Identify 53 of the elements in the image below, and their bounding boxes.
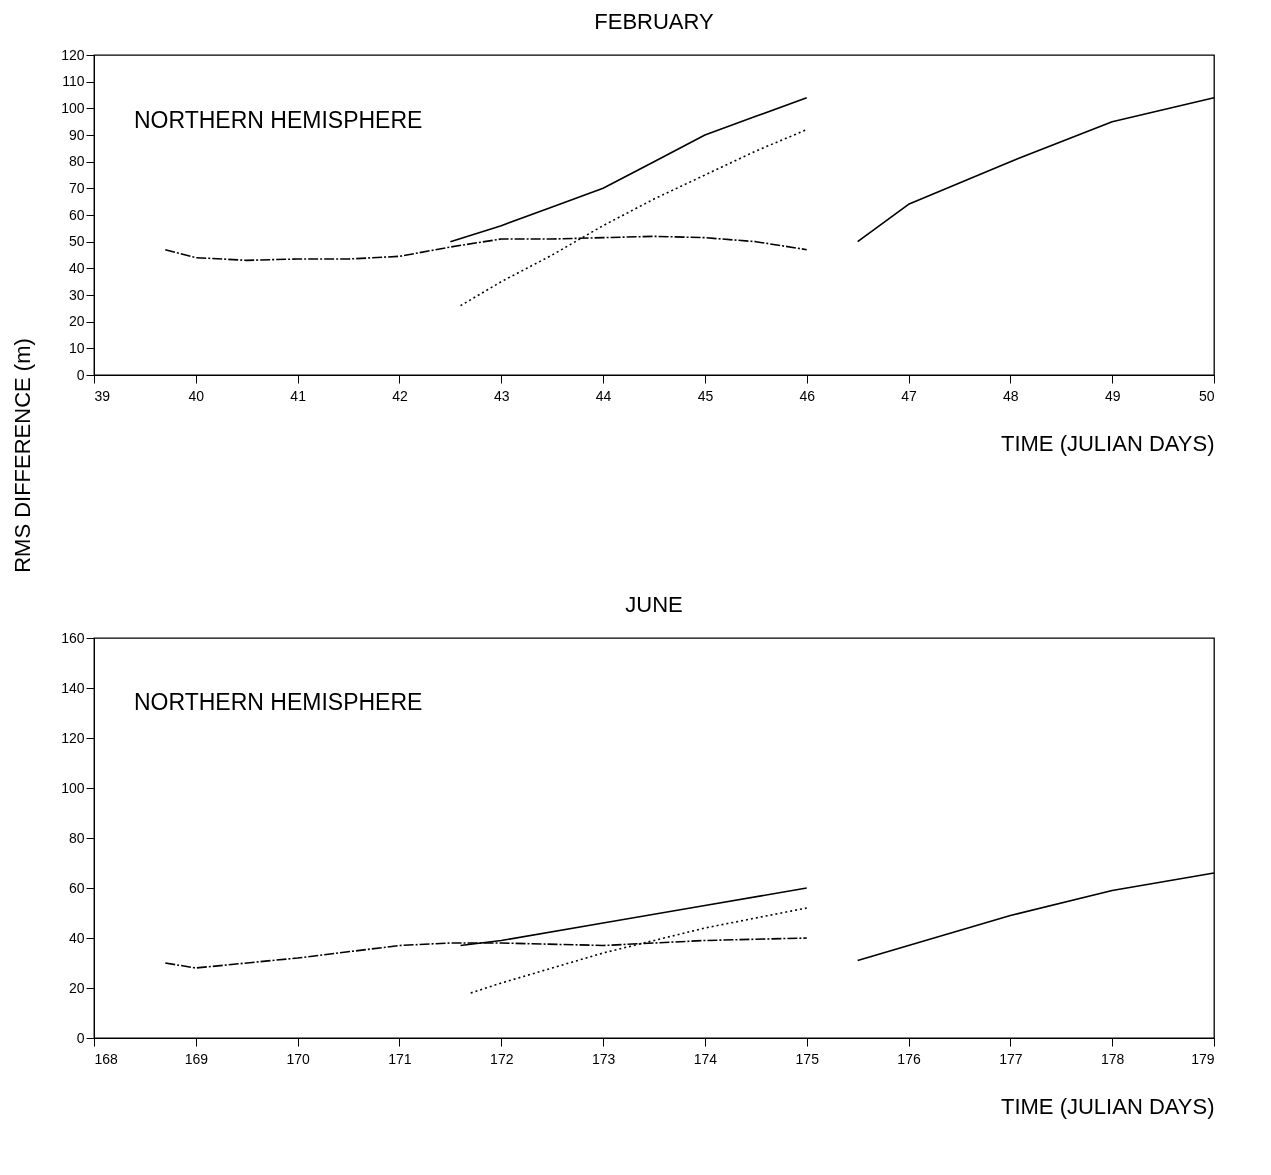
x-tick-label: 169 bbox=[184, 1050, 209, 1067]
x-tick-label: 178 bbox=[1101, 1050, 1125, 1067]
y-tick-label: 120 bbox=[61, 729, 85, 746]
y-tick-label: 0 bbox=[76, 1029, 85, 1046]
x-tick-label: 41 bbox=[290, 387, 307, 404]
y-tick-label: 120 bbox=[61, 46, 85, 63]
y-tick-label: 70 bbox=[68, 179, 85, 196]
x-tick-label: 168 bbox=[94, 1050, 119, 1067]
y-tick-label: 60 bbox=[68, 879, 85, 896]
y-tick-label: 0 bbox=[76, 366, 85, 383]
x-tick-label: 48 bbox=[1003, 387, 1019, 404]
x-tick-label: 47 bbox=[901, 387, 918, 404]
y-tick-label: 40 bbox=[68, 259, 85, 276]
x-tick-label: 43 bbox=[493, 387, 510, 404]
y-tick-label: 100 bbox=[61, 779, 85, 796]
annotation: NORTHERN HEMISPHERE bbox=[134, 689, 423, 715]
y-tick-label: 60 bbox=[68, 206, 85, 223]
x-axis-title: TIME (JULIAN DAYS) bbox=[1000, 1093, 1215, 1119]
x-tick-label: 179 bbox=[1191, 1050, 1215, 1067]
y-tick-label: 80 bbox=[68, 829, 85, 846]
y-tick-label: 50 bbox=[68, 233, 85, 250]
chart-title: JUNE bbox=[625, 592, 683, 617]
x-tick-label: 40 bbox=[188, 387, 205, 404]
x-tick-label: 46 bbox=[799, 387, 816, 404]
y-tick-label: 20 bbox=[68, 313, 85, 330]
y-tick-label: 30 bbox=[68, 286, 85, 303]
y-tick-label: 140 bbox=[61, 679, 85, 696]
x-tick-label: 173 bbox=[591, 1050, 616, 1067]
x-tick-label: 50 bbox=[1198, 387, 1215, 404]
y-tick-label: 100 bbox=[61, 99, 85, 116]
x-tick-label: 175 bbox=[795, 1050, 820, 1067]
x-tick-label: 176 bbox=[897, 1050, 921, 1067]
annotation: NORTHERN HEMISPHERE bbox=[134, 107, 423, 133]
y-tick-label: 110 bbox=[62, 73, 85, 90]
y-axis-title: RMS DIFFERENCE (m) bbox=[9, 338, 35, 573]
x-tick-label: 49 bbox=[1104, 387, 1121, 404]
x-tick-label: 42 bbox=[392, 387, 408, 404]
x-tick-label: 45 bbox=[697, 387, 714, 404]
x-tick-label: 39 bbox=[94, 387, 111, 404]
x-tick-label: 174 bbox=[693, 1050, 718, 1067]
x-axis-title: TIME (JULIAN DAYS) bbox=[1000, 430, 1215, 456]
x-tick-label: 172 bbox=[490, 1050, 514, 1067]
chart-title: FEBRUARY bbox=[594, 9, 715, 34]
y-tick-label: 90 bbox=[68, 126, 85, 143]
x-tick-label: 171 bbox=[388, 1050, 412, 1067]
x-tick-label: 44 bbox=[595, 387, 612, 404]
x-tick-label: 170 bbox=[286, 1050, 311, 1067]
y-tick-label: 160 bbox=[61, 629, 85, 646]
y-tick-label: 40 bbox=[68, 929, 85, 946]
x-tick-label: 177 bbox=[999, 1050, 1023, 1067]
y-tick-label: 10 bbox=[68, 339, 85, 356]
y-tick-label: 80 bbox=[68, 153, 85, 170]
y-tick-label: 20 bbox=[68, 979, 85, 996]
